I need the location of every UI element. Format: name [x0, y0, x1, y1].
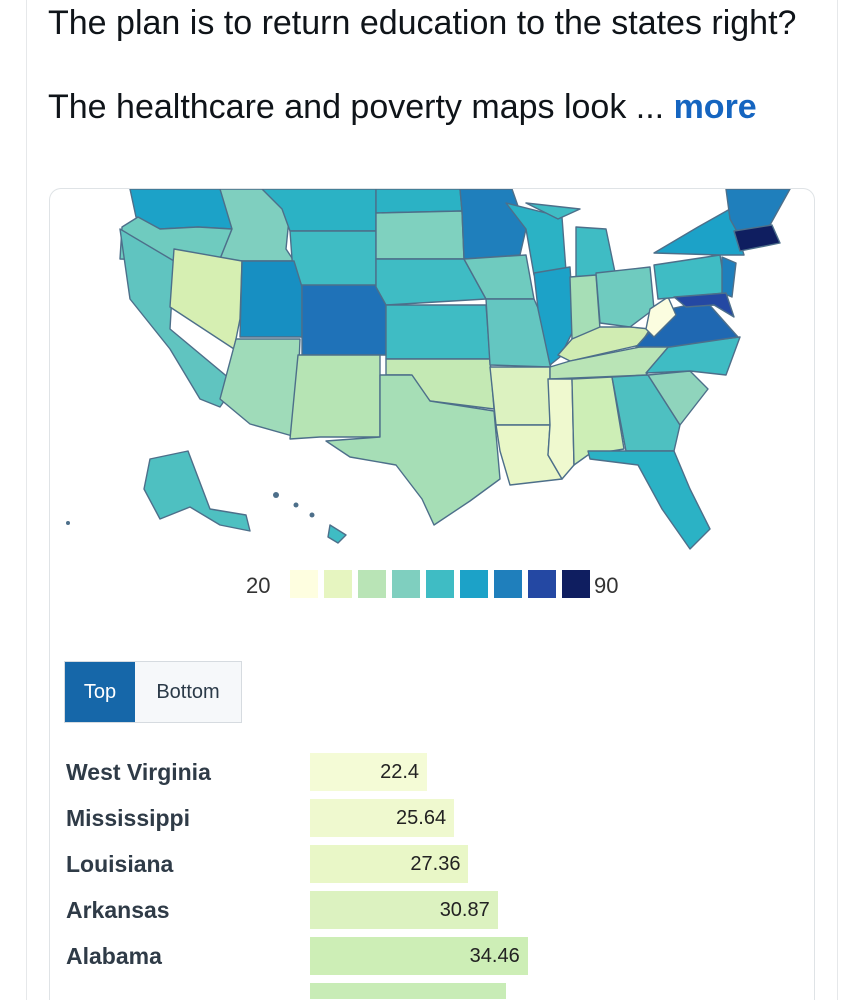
state-ks	[385, 304, 491, 360]
legend-swatch	[460, 570, 488, 598]
state-az	[219, 338, 301, 438]
legend-swatch	[392, 570, 420, 598]
state-tx	[325, 374, 501, 526]
small-islands	[66, 492, 315, 525]
legend-swatch	[562, 570, 590, 598]
post-line-2-text: The healthcare and poverty maps look ...	[48, 88, 665, 126]
state-ar	[489, 366, 551, 426]
rank-value: 25.64	[396, 807, 447, 829]
post-line-1: The plan is to return education to the s…	[48, 4, 797, 42]
state-mn	[459, 189, 527, 260]
state-il	[533, 266, 575, 366]
post-frame	[26, 0, 838, 1000]
state-md	[673, 292, 735, 318]
embedded-map-card: 20 90 Top Bottom West Virginia 22.4 Miss…	[49, 188, 815, 1000]
state-nj	[721, 256, 737, 298]
rank-value: 30.87	[439, 899, 490, 921]
rank-state-name: Mississippi	[66, 805, 190, 831]
top-button[interactable]: Top	[65, 662, 135, 722]
state-co	[301, 284, 387, 356]
state-nm	[289, 354, 381, 440]
rank-bar-partial	[310, 983, 506, 999]
state-pa	[653, 254, 727, 300]
post-line-2: The healthcare and poverty maps look ...…	[48, 86, 818, 128]
rank-state-name: West Virginia	[66, 759, 211, 785]
rank-value: 34.46	[469, 945, 520, 967]
legend-min-label: 20	[246, 573, 271, 598]
state-ak	[143, 450, 251, 532]
post-text: The plan is to return education to the s…	[48, 2, 818, 128]
rank-bar: 25.64	[310, 799, 455, 837]
state-hi	[327, 524, 347, 544]
state-fl	[587, 450, 711, 550]
rank-row-partial	[64, 979, 804, 999]
us-choropleth-map	[66, 189, 791, 550]
rank-row: Arkansas 30.87	[64, 887, 804, 933]
color-legend: 20 90	[50, 567, 814, 603]
state-nv	[169, 248, 243, 350]
rank-bar: 27.36	[310, 845, 469, 883]
rank-state-name: Alabama	[66, 943, 162, 969]
more-link[interactable]: more	[673, 88, 757, 126]
rank-value: 27.36	[410, 853, 461, 875]
state-ma	[733, 224, 781, 252]
rank-bar: 34.46	[310, 937, 528, 975]
rank-state-name: Arkansas	[66, 897, 170, 923]
rank-row: Louisiana 27.36	[64, 841, 804, 887]
state-sd	[375, 210, 465, 260]
legend-swatch	[494, 570, 522, 598]
legend-swatch	[324, 570, 352, 598]
state-wy	[289, 230, 377, 288]
legend-swatch	[426, 570, 454, 598]
rank-bar: 30.87	[310, 891, 498, 929]
legend-swatch	[358, 570, 386, 598]
state-ut	[239, 260, 303, 338]
rank-row: Mississippi 25.64	[64, 795, 804, 841]
top-bottom-toggle: Top Bottom	[64, 661, 242, 723]
state-ga	[611, 374, 681, 452]
rank-row: Alabama 34.46	[64, 933, 804, 979]
state-nd	[375, 189, 463, 214]
legend-swatch	[528, 570, 556, 598]
rank-bar: 22.4	[310, 753, 428, 791]
rank-state-name: Louisiana	[66, 851, 174, 877]
bottom-button[interactable]: Bottom	[135, 662, 241, 722]
state-ranking-list: West Virginia 22.4 Mississippi 25.64 Lou…	[64, 749, 804, 999]
state-ne	[375, 258, 487, 306]
legend-max-label: 90	[594, 573, 619, 598]
state-oh	[595, 266, 655, 328]
rank-row: West Virginia 22.4	[64, 749, 804, 795]
legend-swatch	[290, 570, 318, 598]
rank-value: 22.4	[380, 761, 420, 783]
